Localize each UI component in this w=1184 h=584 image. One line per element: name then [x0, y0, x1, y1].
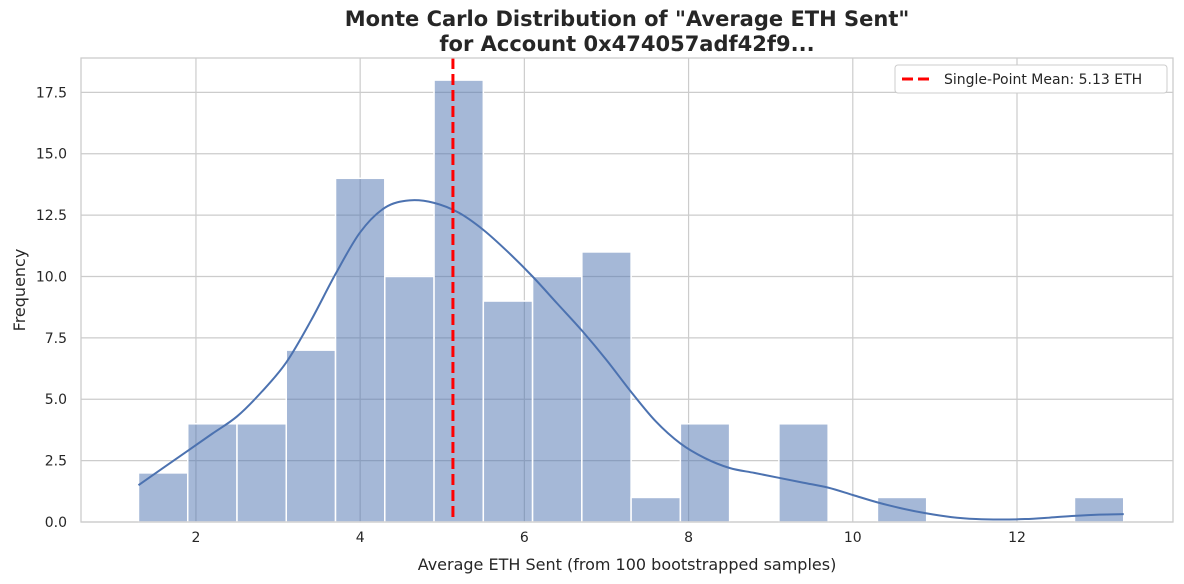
- histogram-bar: [630, 496, 682, 523]
- histogram-bar: [778, 423, 829, 523]
- legend: Single-Point Mean: 5.13 ETH: [894, 64, 1168, 94]
- legend-mean-label: Single-Point Mean: 5.13 ETH: [944, 72, 1142, 88]
- x-tick-label: 4: [356, 530, 365, 546]
- histogram-bar: [482, 300, 534, 523]
- plot-frame: [80, 57, 1174, 523]
- x-axis-ticks: 2 4 6 8 10 12: [191, 530, 1025, 546]
- histogram-bar: [186, 423, 238, 523]
- histogram-bars: [137, 79, 1125, 523]
- y-tick-label: 12.5: [36, 208, 67, 224]
- legend-box: [894, 64, 1168, 94]
- chart-title-line2: for Account 0x474057adf42f9...: [439, 32, 814, 56]
- x-tick-label: 8: [684, 530, 693, 546]
- histogram-bar: [236, 423, 288, 523]
- y-axis-label: Frequency: [10, 249, 29, 332]
- y-tick-label: 5.0: [45, 392, 67, 408]
- kde-curve: [137, 199, 1124, 521]
- y-tick-label: 7.5: [45, 331, 67, 347]
- histogram-bar: [531, 275, 583, 523]
- x-tick-label: 6: [520, 530, 529, 546]
- chart-title-line1: Monte Carlo Distribution of "Average ETH…: [345, 7, 910, 31]
- y-tick-label: 0.0: [45, 515, 67, 531]
- x-tick-label: 12: [1008, 530, 1026, 546]
- histogram-bar: [1073, 496, 1125, 523]
- y-tick-label: 10.0: [36, 269, 67, 285]
- histogram-bar: [876, 496, 928, 523]
- y-axis-ticks: 0.0 2.5 5.0 7.5 10.0 12.5 15.0 17.5: [36, 85, 67, 531]
- x-axis-label: Average ETH Sent (from 100 bootstrapped …: [418, 555, 837, 574]
- y-tick-label: 2.5: [45, 454, 67, 470]
- x-tick-label: 2: [191, 530, 200, 546]
- histogram-bar: [679, 423, 731, 523]
- y-tick-label: 17.5: [36, 85, 67, 101]
- histogram-bar: [334, 177, 386, 523]
- histogram-bar: [285, 349, 337, 523]
- histogram-bar: [384, 275, 435, 523]
- y-tick-label: 15.0: [36, 147, 67, 163]
- x-tick-label: 10: [844, 530, 862, 546]
- histogram-bar: [581, 251, 632, 523]
- histogram-bar: [433, 79, 485, 523]
